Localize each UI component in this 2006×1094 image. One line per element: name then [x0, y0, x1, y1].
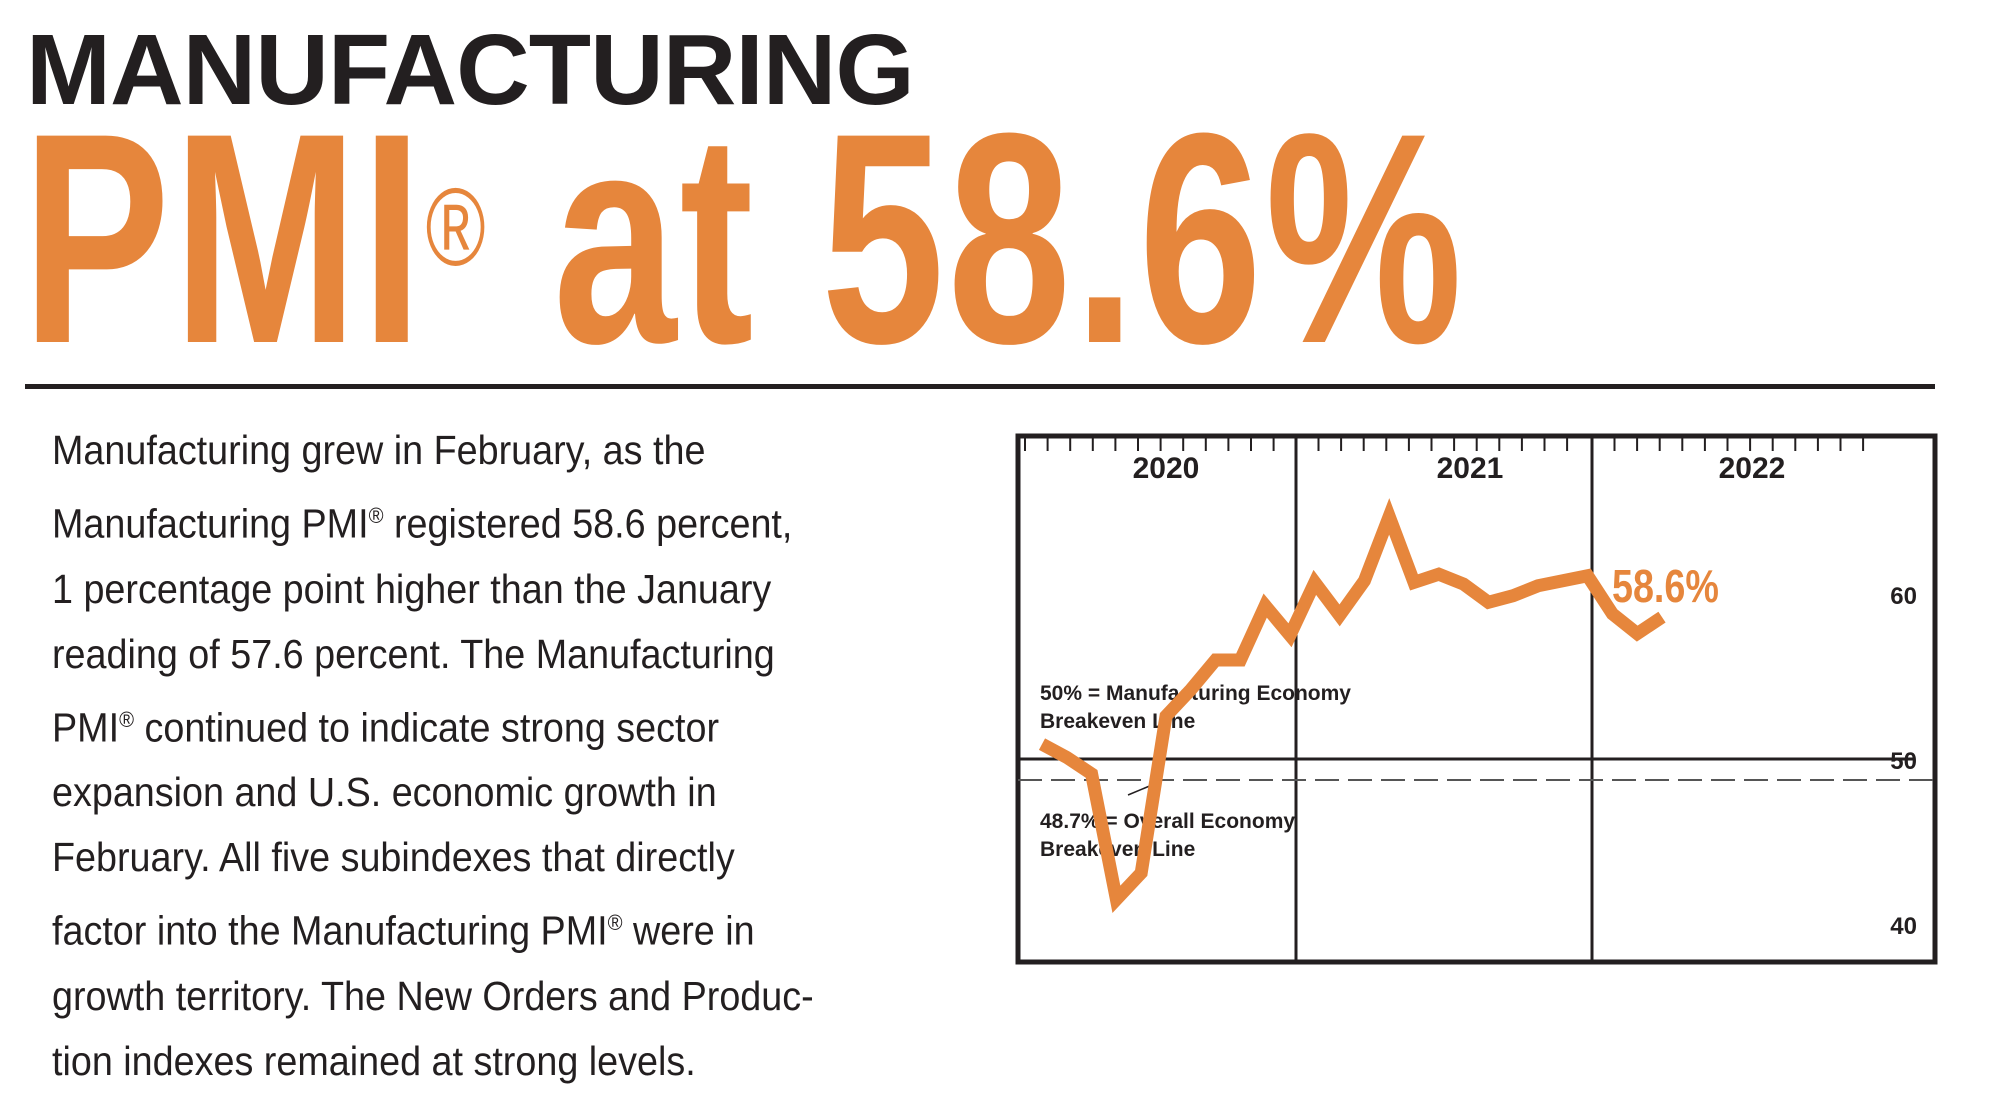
- y-tick-label: 60: [1890, 583, 1917, 610]
- y-tick-label: 50: [1890, 748, 1917, 775]
- last-value-label: 58.6%: [1612, 560, 1719, 611]
- year-label: 2022: [1719, 452, 1786, 485]
- year-label: 2021: [1437, 452, 1504, 485]
- y-tick-label: 40: [1890, 913, 1917, 940]
- annotation-label: 48.7% = Overall Economy: [1040, 810, 1295, 833]
- annotation-label: Breakeven Line: [1040, 838, 1195, 861]
- year-label: 2020: [1133, 452, 1200, 485]
